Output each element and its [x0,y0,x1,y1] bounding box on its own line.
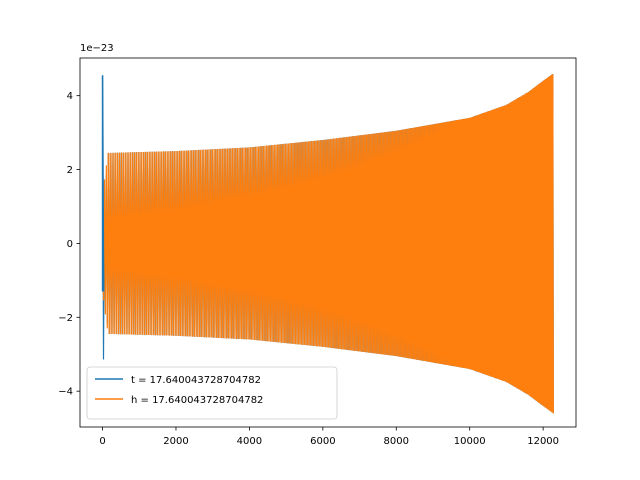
series-layer [101,73,554,414]
y-tick-label: 2 [67,165,73,176]
y-tick-label: 4 [67,91,73,102]
x-tick-label: 6000 [310,436,335,447]
x-axis: 0 2000 4000 6000 8000 10000 12000 [99,427,559,447]
series-line-2 [101,73,554,414]
legend-box [86,366,338,420]
x-tick-label: 10000 [454,436,486,447]
legend-label: t = 17.640043728704782 [131,375,261,386]
x-tick-label: 8000 [384,436,409,447]
x-tick-label: 12000 [527,436,559,447]
x-tick-label: 0 [99,436,105,447]
legend-label: h = 17.640043728704782 [131,395,263,406]
legend: t = 17.640043728704782 h = 17.64004372870… [86,366,338,420]
y-offset-label: 1e−23 [80,43,114,54]
series-1-initial-spike [101,75,105,292]
y-tick-label: −4 [58,387,73,398]
axes-frame [79,57,577,428]
y-tick-label: 0 [67,239,73,250]
x-tick-label: 4000 [237,436,262,447]
y-axis: −4 −2 0 2 4 [58,91,80,398]
x-tick-label: 2000 [163,436,188,447]
y-tick-label: −2 [58,313,73,324]
